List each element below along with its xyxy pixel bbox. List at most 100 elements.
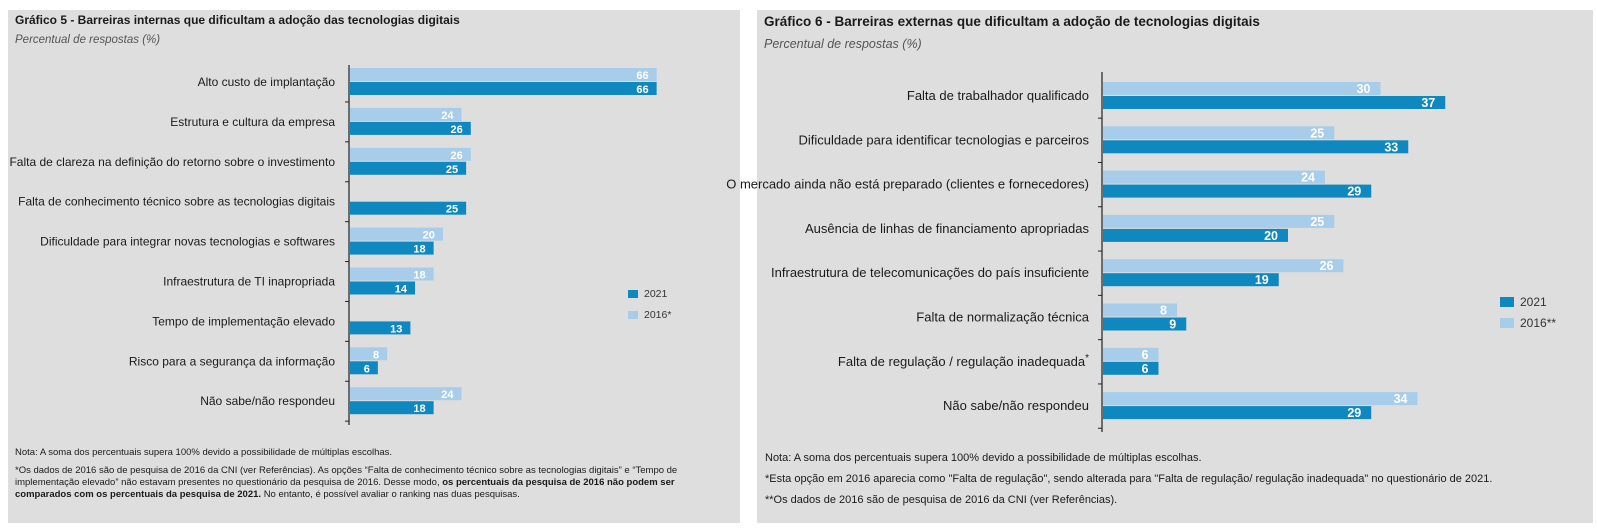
category-label: Infraestrutura de TI inapropriada — [163, 275, 335, 289]
legend: 2021 2016** — [1500, 294, 1556, 336]
bar-2016 — [1103, 259, 1344, 273]
category-label: Ausência de linhas de financiamento apro… — [805, 221, 1090, 236]
bar-2021 — [350, 82, 657, 95]
category-label: Alto custo de implantação — [198, 75, 336, 89]
bar-2016-value-label: 26 — [1320, 259, 1334, 273]
bar-2016 — [1103, 170, 1325, 184]
bar-2021 — [350, 121, 471, 135]
bar-2016-value-label: 6 — [1142, 348, 1149, 362]
bar-2016 — [1103, 303, 1177, 317]
category-label: Falta de regulação / regulação inadequad… — [838, 353, 1089, 369]
bar-2016 — [1103, 126, 1335, 140]
bar-2021 — [350, 281, 416, 295]
bar-2021-value-label: 25 — [446, 204, 458, 216]
category-footnote-mark: * — [1085, 353, 1089, 364]
category-label: Falta de clareza na definição do retorno… — [9, 155, 335, 169]
bar-2021-value-label: 26 — [451, 124, 463, 136]
legend-label-2016: 2016** — [1520, 316, 1557, 330]
bar-2016-value-label: 8 — [1160, 304, 1167, 318]
bar-2021-value-label: 66 — [636, 84, 648, 96]
bar-2021 — [1103, 96, 1446, 109]
bar-2021 — [350, 401, 434, 415]
bar-2021 — [1103, 228, 1288, 242]
legend-item-2016: 2016* — [628, 307, 671, 323]
bar-2016-value-label: 34 — [1394, 392, 1408, 406]
category-label: Tempo de implementação elevado — [152, 314, 335, 328]
category-label: Falta de normalização técnica — [916, 310, 1089, 325]
note-data-source: **Os dados de 2016 são de pesquisa de 20… — [765, 494, 1118, 506]
bar-2021-value-label: 29 — [1347, 406, 1361, 420]
bar-2021-value-label: 13 — [390, 323, 402, 335]
bar-2021-value-label: 19 — [1255, 273, 1269, 287]
note-sum: Nota: A soma dos percentuais supera 100%… — [765, 452, 1202, 464]
bar-2021-value-label: 20 — [1264, 229, 1278, 243]
category-label: Falta de trabalhador qualificado — [907, 88, 1089, 103]
bar-2016 — [350, 267, 434, 281]
bar-2021-value-label: 9 — [1169, 318, 1176, 332]
bar-2016 — [350, 68, 657, 81]
chart-panel-external-barriers: Gráfico 6 - Barreiras externas que dific… — [726, 10, 1593, 523]
bar-2016 — [350, 227, 443, 241]
legend-swatch-2021 — [1500, 297, 1514, 307]
category-label: Falta de conhecimento técnico sobre as t… — [18, 195, 335, 209]
bar-2021-value-label: 29 — [1347, 185, 1361, 199]
bar-2021-value-label: 6 — [364, 363, 370, 375]
bar-2021 — [1103, 406, 1372, 420]
bar-2016 — [350, 347, 388, 361]
bar-2021-value-label: 33 — [1384, 140, 1398, 154]
legend-swatch-2016 — [628, 311, 638, 319]
bar-2016-value-label: 24 — [1301, 171, 1315, 185]
bar-chart-internal-barriers: Alto custo de implantação 66 66 Estrutura e… — [9, 65, 657, 425]
bar-2016-value-label: 8 — [373, 349, 379, 361]
chart-title: Gráfico 5 - Barreiras internas que dific… — [15, 13, 460, 27]
bar-2016-value-label: 24 — [441, 110, 454, 122]
bar-2016-value-label: 66 — [636, 70, 648, 82]
category-label: Estrutura e cultura da empresa — [170, 115, 335, 129]
bar-chart-external-barriers: Falta de trabalhador qualificado 30 37 Difi… — [726, 72, 1446, 432]
bar-2016-value-label: 26 — [451, 150, 463, 162]
note-sum: Nota: A soma dos percentuais supera 100%… — [15, 447, 393, 458]
bar-2021 — [350, 321, 411, 335]
bar-2016 — [1103, 392, 1418, 406]
category-label: Infraestrutura de telecomunicações do pa… — [771, 265, 1089, 280]
bar-2021 — [350, 201, 467, 215]
bar-2021-value-label: 6 — [1142, 362, 1149, 376]
bar-2021-value-label: 18 — [413, 403, 425, 415]
chart-subtitle: Percentual de respostas (%) — [764, 37, 922, 51]
bar-2021 — [1103, 184, 1372, 198]
bar-2021-value-label: 37 — [1421, 96, 1435, 110]
chart-panel-internal-barriers: Gráfico 5 - Barreiras internas que dific… — [8, 10, 740, 523]
chart-title: Gráfico 6 - Barreiras externas que dific… — [764, 14, 1260, 29]
bar-2016-value-label: 24 — [441, 389, 454, 401]
bar-2016 — [1103, 214, 1335, 228]
legend-label-2021: 2021 — [1520, 295, 1547, 309]
bar-2016-value-label: 20 — [423, 230, 435, 242]
category-label: O mercado ainda não está preparado (clie… — [726, 177, 1089, 192]
category-label: Não sabe/não respondeu — [943, 398, 1089, 413]
bar-2016-value-label: 25 — [1310, 126, 1324, 140]
chart-notes: Nota: A soma dos percentuais supera 100%… — [765, 451, 1585, 514]
category-label: Risco para a segurança da informação — [129, 354, 335, 368]
bar-2021 — [1103, 317, 1187, 331]
bar-2021-value-label: 25 — [446, 164, 458, 176]
bar-2021 — [1103, 273, 1279, 287]
chart-notes: Nota: A soma dos percentuais supera 100%… — [15, 447, 733, 507]
bar-2021 — [350, 241, 434, 255]
legend-swatch-2021 — [628, 290, 638, 298]
bar-2021-value-label: 14 — [395, 284, 408, 296]
bar-2016 — [1103, 82, 1381, 95]
bar-2016-value-label: 18 — [413, 270, 425, 282]
note-bold-warning: os percentuais da pesquisa de 2016 não p… — [15, 477, 675, 500]
legend-swatch-2016 — [1500, 318, 1514, 328]
note-data-source: *Os dados de 2016 são de pesquisa de 201… — [15, 465, 678, 500]
category-label: Não sabe/não respondeu — [200, 394, 335, 408]
bar-2021 — [350, 161, 467, 175]
bar-2021 — [1103, 140, 1409, 154]
legend-item-2016: 2016** — [1500, 315, 1556, 331]
category-label: Dificuldade para integrar novas tecnolog… — [40, 235, 335, 249]
bar-2021 — [350, 361, 378, 375]
note-regulation: *Esta opção em 2016 aparecia como "Falta… — [765, 473, 1493, 485]
bar-2016-value-label: 25 — [1310, 215, 1324, 229]
bar-2016 — [350, 107, 462, 121]
bar-2021-value-label: 18 — [413, 244, 425, 256]
